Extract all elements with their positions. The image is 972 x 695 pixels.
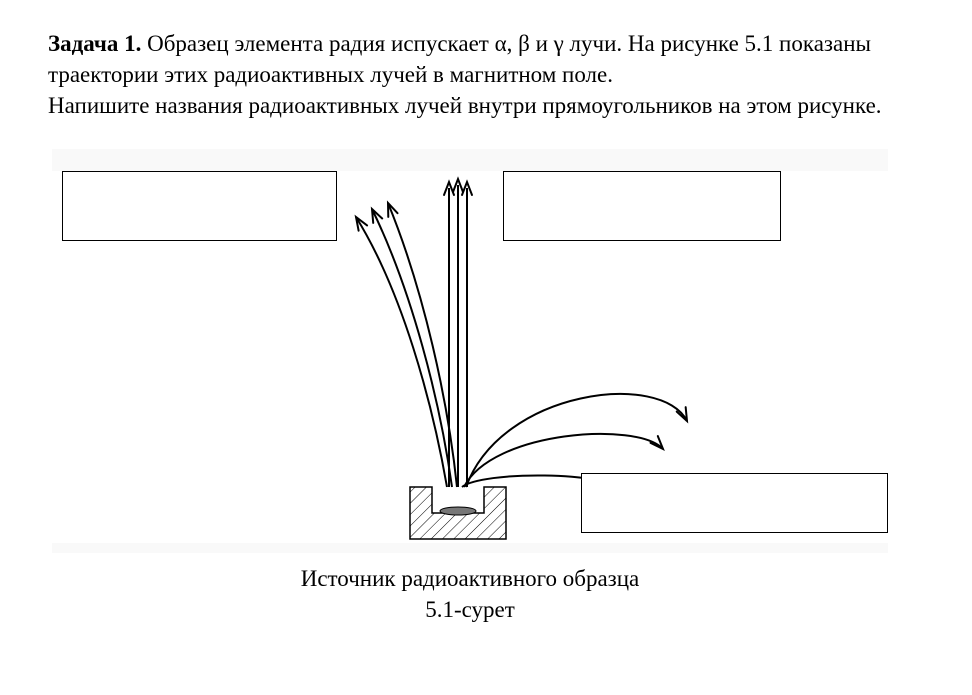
- page: Задача 1. Образец элемента радия испуска…: [0, 0, 972, 695]
- label-box-left[interactable]: [62, 171, 337, 241]
- label-box-right[interactable]: [581, 473, 888, 533]
- problem-text: Задача 1. Образец элемента радия испуска…: [48, 28, 924, 121]
- label-box-center[interactable]: [503, 171, 781, 241]
- caption-line2: 5.1-сурет: [425, 597, 515, 622]
- figure-inner: [52, 171, 888, 543]
- caption-line1: Источник радиоактивного образца: [301, 566, 640, 591]
- problem-body-line2: Напишите названия радиоактивных лучей вн…: [48, 93, 882, 118]
- figure-wrap: Источник радиоактивного образца 5.1-суре…: [48, 149, 924, 625]
- figure-caption: Источник радиоактивного образца 5.1-суре…: [52, 563, 888, 625]
- problem-body-line1: Образец элемента радия испускает α, β и …: [48, 31, 871, 87]
- figure-panel: [52, 149, 888, 553]
- problem-label: Задача 1.: [48, 31, 141, 56]
